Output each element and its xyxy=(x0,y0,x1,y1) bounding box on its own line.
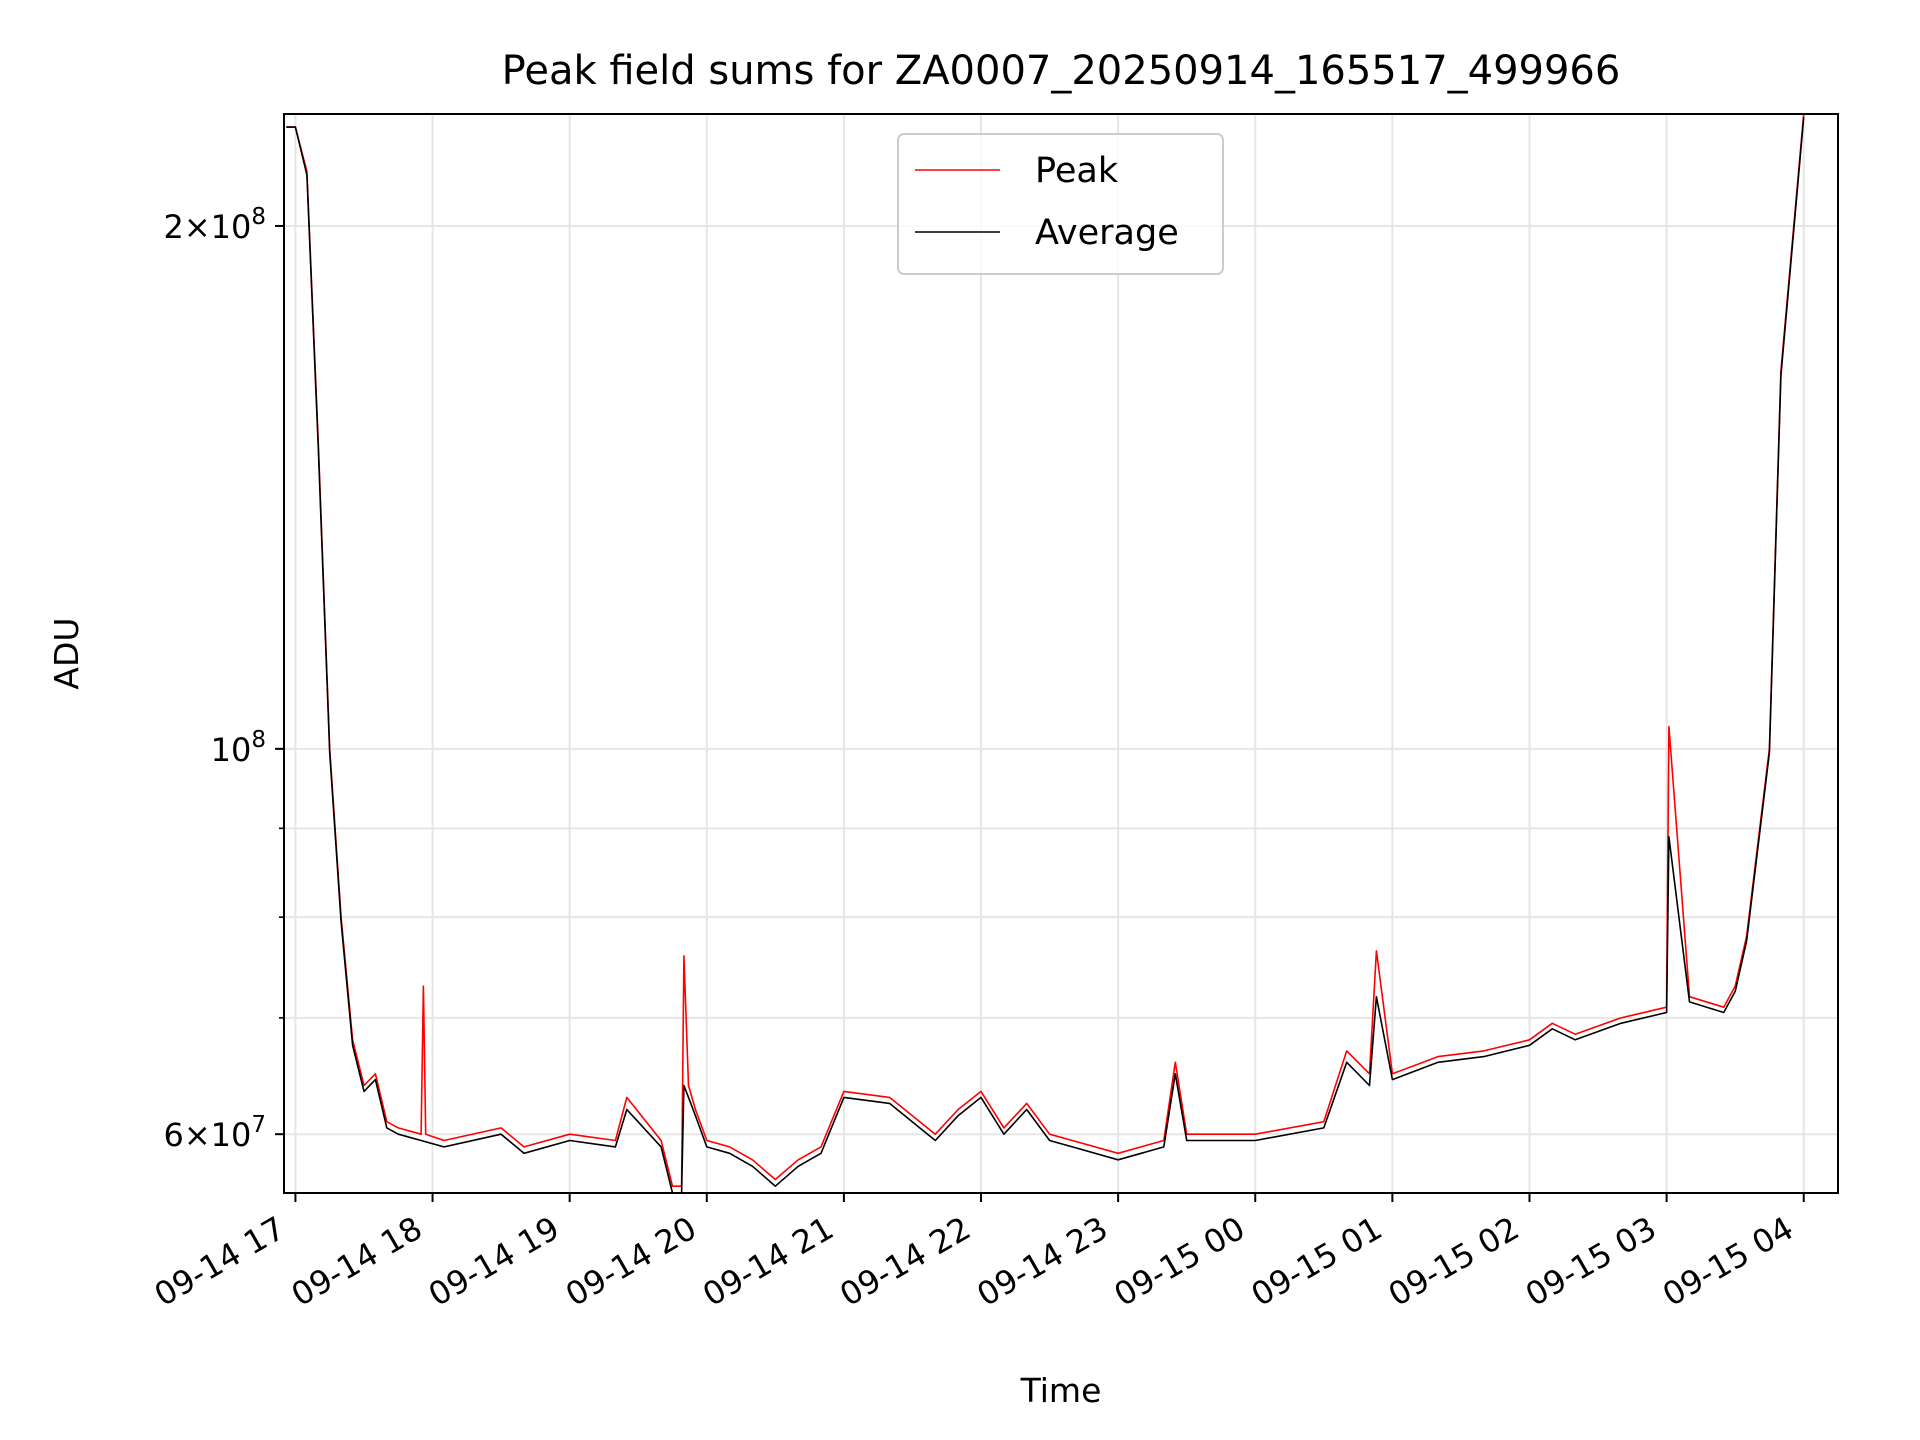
x-tick-label: 09-15 00 xyxy=(1108,1209,1252,1314)
legend-label-peak: Peak xyxy=(1035,151,1119,191)
y-tick-label: 108 xyxy=(211,727,266,769)
y-axis-title: ADU xyxy=(47,617,86,689)
x-tick-label: 09-14 17 xyxy=(148,1209,292,1314)
legend-label-average: Average xyxy=(1035,213,1179,253)
x-tick-label: 09-15 04 xyxy=(1656,1209,1800,1314)
x-axis-title: Time xyxy=(1020,1371,1102,1410)
x-tick-label: 09-15 02 xyxy=(1382,1209,1526,1314)
series-line-average xyxy=(286,117,1805,1193)
x-tick-label: 09-15 01 xyxy=(1245,1209,1389,1314)
plot-area-series xyxy=(286,114,1805,1193)
x-tick-label: 09-14 18 xyxy=(285,1209,429,1314)
plot-frame xyxy=(283,113,1839,1194)
legend-box xyxy=(897,133,1224,275)
x-tick-label: 09-14 20 xyxy=(559,1209,703,1314)
x-tick-label: 09-15 03 xyxy=(1519,1209,1663,1314)
x-tick-label: 09-14 23 xyxy=(971,1209,1115,1314)
series-line-peak xyxy=(286,114,1805,1187)
y-tick-label: 2×108 xyxy=(163,204,266,246)
y-tick-label: 6×107 xyxy=(163,1112,266,1154)
y-axis: 6×107 108 2×108 xyxy=(163,204,284,1154)
legend: Peak Average xyxy=(897,133,1224,275)
grid-lines xyxy=(284,114,1838,1193)
x-tick-label: 09-14 22 xyxy=(833,1209,977,1314)
x-tick-label: 09-14 21 xyxy=(696,1209,840,1314)
x-tick-label: 09-14 19 xyxy=(422,1209,566,1314)
chart-title: Peak field sums for ZA0007_20250914_1655… xyxy=(502,48,1621,94)
